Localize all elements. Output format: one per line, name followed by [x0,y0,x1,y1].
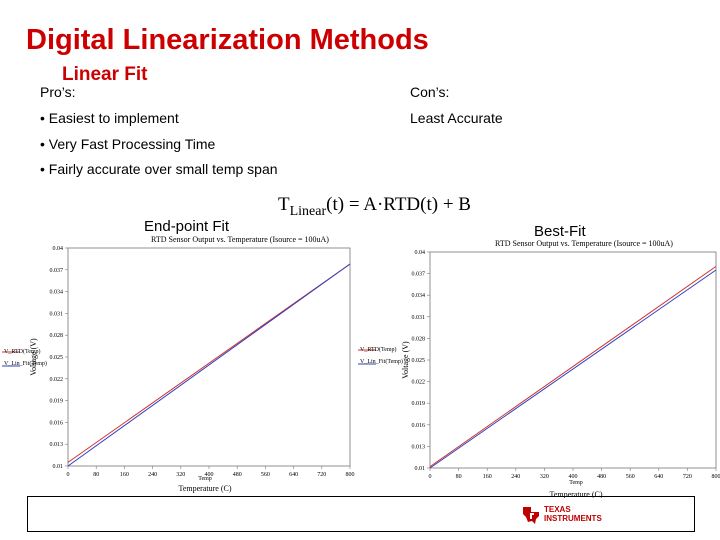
x-tick-label: 800 [712,474,720,480]
y-tick-label: 0.04 [415,250,426,256]
y-tick-label: 0.025 [50,355,64,361]
y-tick-label: 0.016 [412,423,426,429]
x-tick-label: 800 [346,472,355,478]
x-tick-label: 400 [569,474,578,480]
x-tick-label: 160 [120,472,129,478]
pro-item: • Easiest to implement [40,110,179,126]
x-axis-label: Temperature (C) [550,490,603,498]
x-tick-label: 400 [205,472,214,478]
series-line-rtd [429,265,717,468]
slide-subtitle: Linear Fit [62,64,148,85]
y-tick-label: 0.04 [53,246,64,252]
y-tick-label: 0.013 [50,442,64,448]
y-tick-label: 0.022 [50,377,64,383]
best-fit-chart: RTD Sensor Output vs. Temperature (Isour… [358,239,720,498]
texas-instruments-logo: TEXAS INSTRUMENTS [520,504,620,526]
x-tick-label: 160 [483,474,492,480]
plot-area [67,247,351,467]
x-tick-label: 480 [233,472,242,478]
y-axis-label: Voltage (V) [29,338,38,376]
y-tick-label: 0.031 [50,311,64,317]
pro-item: • Very Fast Processing Time [40,136,216,152]
x-tick-label: 480 [597,474,606,480]
x-tick-label: 640 [654,474,663,480]
chart-title: RTD Sensor Output vs. Temperature (Isour… [495,239,673,248]
y-tick-label: 0.01 [53,464,64,470]
x-axis-short-label: Temp [198,476,212,482]
endpoint-fit-chart: RTD Sensor Output vs. Temperature (Isour… [2,235,355,493]
x-tick-label: 0 [67,472,70,478]
con-item: Least Accurate [410,110,503,126]
series-line-fit [429,269,717,469]
ti-logo-line1: TEXAS [544,505,571,514]
footer-bar [27,496,695,532]
formula-lhs: T [278,194,290,215]
y-tick-label: 0.034 [412,293,426,299]
x-tick-label: 240 [511,474,520,480]
chart-title: RTD Sensor Output vs. Temperature (Isour… [151,235,329,244]
pros-label: Pro’s: [40,84,76,100]
x-tick-label: 0 [429,474,432,480]
legend-label: V_RTD(Temp) [4,348,41,355]
legend: V_RTD(Temp) V_Lin_Fit(Temp) [358,346,403,365]
y-tick-label: 0.022 [412,380,426,386]
legend-label: V_Lin_Fit(Temp) [360,358,403,365]
legend: V_RTD(Temp) V_Lin_Fit(Temp) [2,348,47,367]
ti-logo-line2: INSTRUMENTS [544,514,602,523]
legend-label: V_Lin_Fit(Temp) [4,360,47,367]
y-tick-label: 0.028 [412,336,426,342]
x-tick-label: 560 [261,472,270,478]
ti-state-icon [523,507,539,524]
x-tick-label: 80 [456,474,462,480]
x-axis-short-label: Temp [569,480,583,486]
x-tick-label: 80 [93,472,99,478]
plot-area [429,251,717,469]
y-tick-label: 0.019 [412,401,426,407]
x-tick-label: 560 [626,474,635,480]
linear-fit-formula: TLinear(t) = A·RTD(t) + B [278,194,471,220]
x-tick-label: 320 [176,472,185,478]
formula-subscript: Linear [289,203,327,219]
y-tick-label: 0.028 [50,333,64,339]
endpoint-fit-label: End-point Fit [144,218,230,235]
y-tick-label: 0.037 [50,268,64,274]
y-tick-label: 0.034 [50,290,64,296]
x-tick-label: 720 [317,472,326,478]
legend-label: V_RTD(Temp) [360,346,397,353]
y-tick-label: 0.037 [412,272,426,278]
x-axis-label: Temperature (C) [179,484,232,493]
y-tick-label: 0.025 [412,358,426,364]
formula-rhs: (t) = A·RTD(t) + B [326,194,471,215]
y-tick-label: 0.016 [50,420,64,426]
y-axis-label: Voltage (V) [401,341,410,379]
y-tick-label: 0.019 [50,399,64,405]
x-tick-label: 320 [540,474,549,480]
x-tick-label: 640 [289,472,298,478]
y-tick-label: 0.013 [412,444,426,450]
best-fit-label: Best-Fit [534,223,586,240]
cons-label: Con’s: [410,84,450,100]
x-tick-label: 240 [148,472,157,478]
y-tick-label: 0.01 [415,466,426,472]
y-tick-label: 0.031 [412,315,426,321]
slide-title: Digital Linearization Methods [26,24,429,56]
series-line-fit [67,263,351,467]
x-tick-label: 720 [683,474,692,480]
pro-item: • Fairly accurate over small temp span [40,161,278,177]
